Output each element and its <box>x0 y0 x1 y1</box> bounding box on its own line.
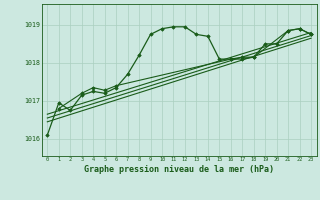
X-axis label: Graphe pression niveau de la mer (hPa): Graphe pression niveau de la mer (hPa) <box>84 165 274 174</box>
